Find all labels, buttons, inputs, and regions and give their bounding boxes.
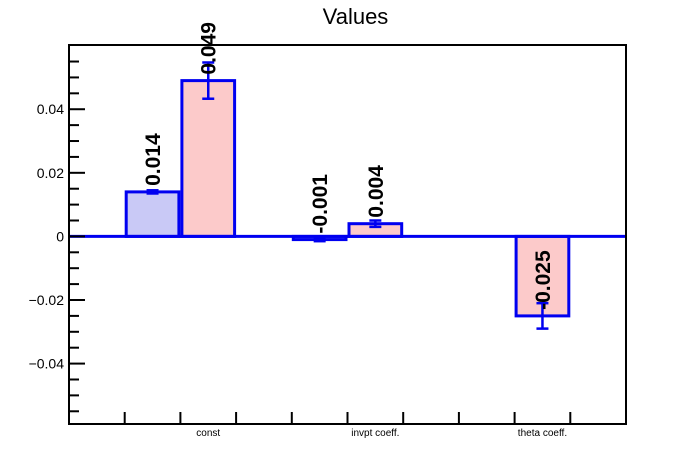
y-axis-tick-label: 0 [56, 228, 64, 244]
bar-value-label: 0.014 [142, 133, 165, 186]
bar [124, 190, 181, 238]
plot-frame [68, 44, 627, 425]
chart-title: Values [322, 4, 389, 29]
y-axis-tick-label: −0.02 [29, 292, 65, 308]
bar [180, 79, 237, 238]
y-axis-tick-label: 0.04 [37, 101, 64, 117]
y-axis-tick-label: −0.04 [29, 356, 65, 372]
bar-value-label: 0.004 [365, 165, 388, 218]
bar-value-label: -0.025 [532, 250, 555, 310]
y-axis-tick-label: 0.02 [37, 165, 64, 181]
bar-value-label: -0.001 [309, 174, 332, 234]
bar-value-label: 0.049 [198, 22, 221, 75]
x-axis-category-label: const [196, 428, 220, 439]
x-axis-category-label: theta coeff. [518, 428, 567, 439]
x-axis-category-label: invpt coeff. [351, 428, 399, 439]
